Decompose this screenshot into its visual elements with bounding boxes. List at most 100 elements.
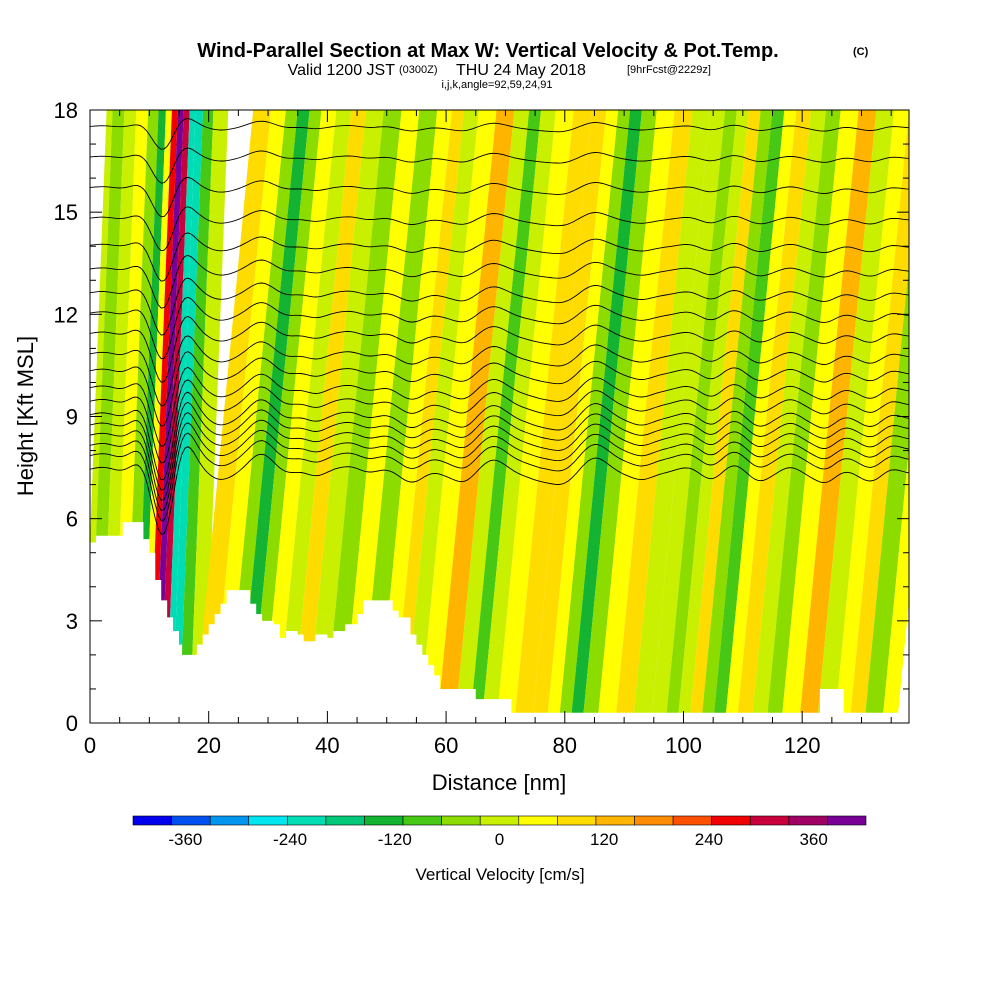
x-tick-label: 60 — [434, 733, 458, 758]
velocity-band — [514, 110, 592, 723]
isentrope-line — [90, 147, 909, 184]
isentrope-line — [90, 432, 909, 522]
terrain-mask — [90, 522, 909, 723]
velocity-band — [582, 110, 657, 723]
velocity-band — [558, 110, 631, 723]
colorbar-swatch — [634, 815, 674, 826]
velocity-band — [766, 110, 841, 723]
x-axis-label: Distance [nm] — [432, 770, 567, 795]
isentrope-line — [90, 412, 909, 501]
velocity-band — [342, 110, 420, 723]
velocity-band — [650, 110, 726, 723]
colorbar-swatch — [441, 815, 481, 826]
colorbar-swatch — [402, 815, 442, 826]
copyright-mark: (C) — [853, 46, 869, 58]
colorbar-swatch — [364, 815, 404, 826]
isentrope-line — [90, 401, 909, 491]
velocity-band — [419, 110, 497, 723]
colorbar-tick-label: 360 — [799, 830, 827, 849]
velocity-band — [817, 110, 895, 723]
colorbar-label: Vertical Velocity [cm/s] — [415, 865, 584, 884]
velocity-band — [154, 110, 184, 723]
isentrope-line — [90, 391, 909, 481]
velocity-band — [701, 110, 773, 723]
colorbar-swatch — [749, 815, 790, 826]
valid-time-line: Valid 1200 JST (0300Z) THU 24 May 2018 [… — [288, 62, 711, 79]
valid-prefix: Valid 1200 JST — [288, 62, 396, 79]
colorbar-tick-label: 240 — [695, 830, 723, 849]
valid-date: THU 24 May 2018 — [456, 62, 586, 79]
isentrope-line — [90, 277, 909, 336]
terrain-shape — [90, 522, 909, 723]
isentrope-line — [90, 206, 909, 252]
isentrope-line — [90, 232, 909, 282]
velocity-band — [276, 110, 352, 723]
colorbar: -360 -240 -120 0 120 240 360 — [132, 815, 867, 849]
colorbar-swatch — [672, 815, 712, 826]
velocity-band — [665, 110, 737, 723]
y-tick-label: 15 — [54, 200, 78, 225]
velocity-band — [377, 110, 453, 723]
velocity-band — [238, 110, 310, 723]
isentrope-line — [90, 422, 909, 512]
velocity-band — [725, 110, 797, 723]
x-tick-label: 100 — [665, 733, 702, 758]
isentrope-line — [90, 316, 909, 383]
velocity-band — [291, 110, 366, 723]
y-tick-label: 18 — [54, 98, 78, 123]
isentrope-line — [90, 379, 909, 464]
velocity-band — [392, 110, 464, 723]
colorbar-swatch — [209, 815, 250, 826]
isentrope-line — [90, 351, 909, 427]
forecast-label: [9hrFcst@2229z] — [627, 64, 711, 76]
colorbar-tick-label: -360 — [168, 830, 202, 849]
colorbar-swatch — [595, 815, 635, 826]
colorbar-swatch — [557, 815, 597, 826]
colorbar-swatch — [171, 815, 211, 826]
grid-indices: i,j,k,angle=92,59,24,91 — [441, 79, 552, 91]
colorbar-swatch — [287, 815, 327, 826]
colorbar-tick-label: -120 — [378, 830, 412, 849]
velocity-band — [306, 110, 384, 723]
velocity-band — [90, 110, 113, 693]
x-tick-label: 40 — [315, 733, 339, 758]
potential-temperature-contours — [90, 118, 909, 535]
y-tick-label: 3 — [66, 609, 78, 634]
velocity-band — [226, 110, 298, 723]
isentrope-line — [90, 118, 909, 150]
velocity-band — [713, 110, 785, 723]
velocity-band — [481, 110, 556, 723]
velocity-band — [849, 110, 909, 723]
velocity-band — [496, 110, 574, 723]
x-tick-label: 80 — [553, 733, 577, 758]
isentrope-line — [90, 176, 909, 218]
velocity-band — [689, 110, 761, 723]
velocity-band — [882, 447, 909, 723]
velocity-band — [570, 110, 642, 723]
velocity-band — [781, 110, 859, 723]
colorbar-swatch — [248, 815, 288, 826]
velocity-band — [262, 110, 337, 723]
velocity-band — [250, 110, 322, 723]
chart-title: Wind-Parallel Section at Max W: Vertical… — [197, 40, 778, 62]
velocity-band — [189, 110, 229, 723]
x-axis: 0 20 40 60 80 100 120 — [84, 110, 892, 758]
velocity-band — [360, 110, 438, 723]
colorbar-swatch — [711, 815, 751, 826]
colorbar-swatch — [788, 815, 828, 826]
y-axis: 0 3 6 9 12 15 18 — [54, 98, 909, 736]
y-tick-label: 6 — [66, 507, 78, 532]
plot-area — [90, 110, 909, 723]
isentrope-line — [90, 366, 909, 447]
velocity-band — [677, 110, 749, 723]
velocity-band — [148, 110, 178, 723]
velocity-band — [171, 110, 204, 723]
velocity-band — [736, 110, 812, 723]
velocity-band — [799, 110, 877, 723]
colorbar-swatch — [479, 815, 520, 826]
velocity-band — [404, 110, 479, 723]
y-tick-label: 0 — [66, 711, 78, 736]
y-tick-label: 9 — [66, 405, 78, 430]
isentrope-line — [90, 296, 909, 360]
